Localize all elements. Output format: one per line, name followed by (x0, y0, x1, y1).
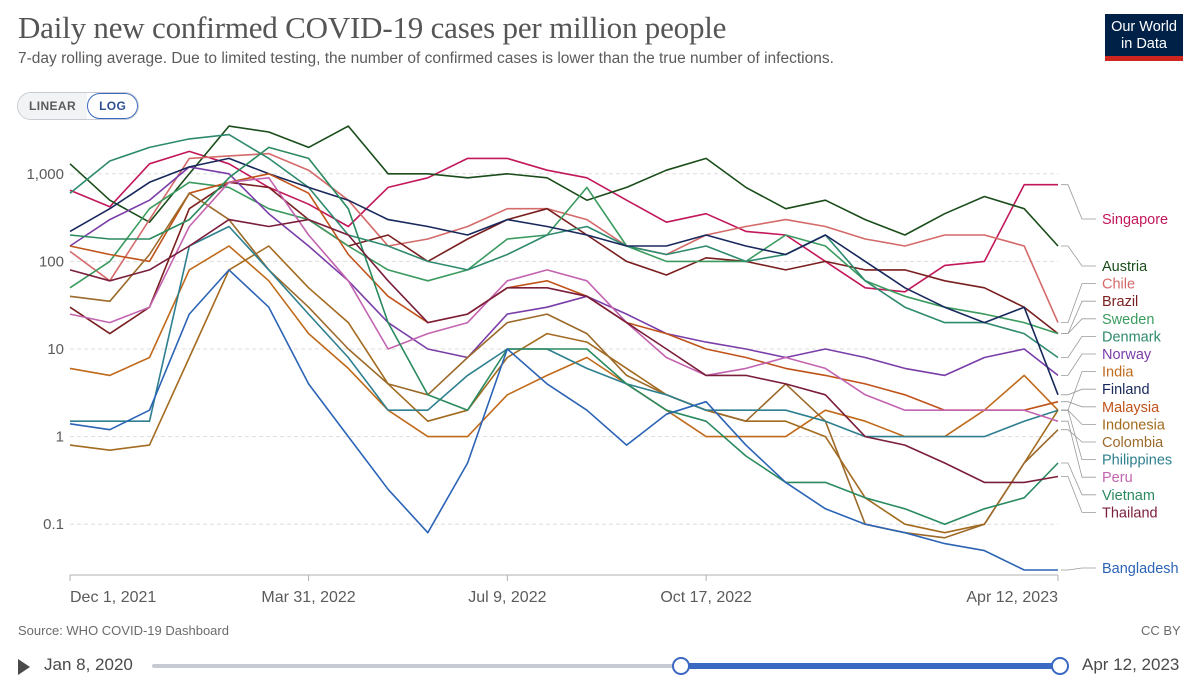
x-tick-label: Dec 1, 2021 (70, 589, 156, 606)
legend-label-colombia: Colombia (1102, 435, 1164, 451)
x-tick-label: Apr 12, 2023 (966, 589, 1058, 606)
line-chart: 0.1 1 10 100 1,000 Dec 1, 2021 Mar 31, 2022 Jul… (26, 125, 1179, 606)
legend-label-austria: Austria (1102, 259, 1148, 275)
series-line-chile (69, 152, 1059, 323)
log-scale-button[interactable]: LOG (87, 93, 139, 119)
legend-connector (1061, 318, 1096, 334)
legend-label-singapore: Singapore (1102, 212, 1168, 228)
legend-label-vietnam: Vietnam (1102, 488, 1155, 504)
legend-label-brazil: Brazil (1102, 294, 1138, 310)
chart-title: Daily new confirmed COVID-19 cases per m… (18, 10, 727, 45)
y-tick-label: 10 (47, 341, 64, 358)
timeline-end-handle[interactable] (1051, 657, 1069, 675)
legend-connector (1061, 184, 1096, 220)
y-tick-label: 0.1 (43, 516, 64, 533)
legend-label-chile: Chile (1102, 277, 1135, 293)
legend-connector (1061, 429, 1096, 443)
logo-line-2: in Data (1121, 36, 1167, 52)
legend-connector (1061, 409, 1096, 460)
play-icon[interactable] (18, 659, 30, 675)
legend-connector (1061, 476, 1096, 513)
legend-label-philippines: Philippines (1102, 453, 1172, 469)
series-line-bangladesh (69, 269, 1058, 571)
series-line-finland (69, 157, 1059, 396)
series-line-philippines (70, 225, 1059, 438)
legend-label-india: India (1102, 365, 1134, 381)
legend-connector (1061, 283, 1096, 323)
legend-connector (1061, 567, 1096, 571)
series-line-sweden (69, 181, 1059, 335)
license-link[interactable]: CC BY (1141, 623, 1181, 638)
logo-line-1: Our World (1111, 19, 1177, 35)
legend-connector (1061, 409, 1096, 425)
chart-subtitle: 7-day rolling average. Due to limited te… (18, 50, 834, 67)
scale-toggle[interactable]: LINEAR LOG (17, 92, 140, 120)
series-line-brazil (69, 181, 1059, 335)
x-tick-label: Oct 17, 2022 (660, 589, 752, 606)
legend-connector (1061, 401, 1096, 408)
legend-label-thailand: Thailand (1102, 505, 1158, 521)
y-tick-label: 1,000 (26, 166, 64, 183)
legend-connector (1061, 300, 1096, 334)
legend-label-indonesia: Indonesia (1102, 417, 1166, 433)
series-line-denmark (69, 133, 1059, 359)
legend-label-sweden: Sweden (1102, 312, 1154, 328)
series-line-singapore (69, 150, 1058, 293)
timeline-selected-range (681, 663, 1060, 669)
legend-connector (1061, 353, 1096, 376)
series-line-peru (69, 177, 1059, 422)
legend-label-finland: Finland (1102, 382, 1150, 398)
legend-connector (1061, 336, 1096, 358)
legend-label-bangladesh: Bangladesh (1102, 561, 1179, 577)
series-line-indonesia (69, 245, 1059, 534)
timeline-start-handle[interactable] (672, 657, 690, 675)
timeline: Jan 8, 2020 Apr 12, 2023 (0, 648, 1200, 684)
legend-label-denmark: Denmark (1102, 329, 1162, 345)
timeline-start-label: Jan 8, 2020 (44, 655, 133, 674)
legend-connector (1061, 245, 1096, 267)
legend-connector (1061, 462, 1096, 496)
owid-logo[interactable]: Our World in Data (1105, 14, 1183, 61)
timeline-track[interactable] (152, 664, 1062, 668)
x-tick-label: Jul 9, 2022 (468, 589, 546, 606)
legend-connector (1061, 388, 1096, 396)
legend-label-norway: Norway (1102, 347, 1152, 363)
legend-connector (1061, 420, 1096, 478)
y-tick-label: 100 (39, 253, 64, 270)
linear-scale-button[interactable]: LINEAR (18, 93, 88, 119)
x-tick-label: Mar 31, 2022 (261, 589, 355, 606)
y-tick-label: 1 (56, 429, 64, 446)
series-line-thailand (69, 218, 1059, 484)
source-note: Source: WHO COVID-19 Dashboard (18, 623, 229, 638)
series-line-vietnam (69, 146, 1059, 525)
legend-label-malaysia: Malaysia (1102, 400, 1160, 416)
timeline-end-label: Apr 12, 2023 (1082, 655, 1180, 674)
series-line-austria (69, 125, 1059, 247)
series-line-india (69, 245, 1059, 438)
legend-label-peru: Peru (1102, 470, 1133, 486)
